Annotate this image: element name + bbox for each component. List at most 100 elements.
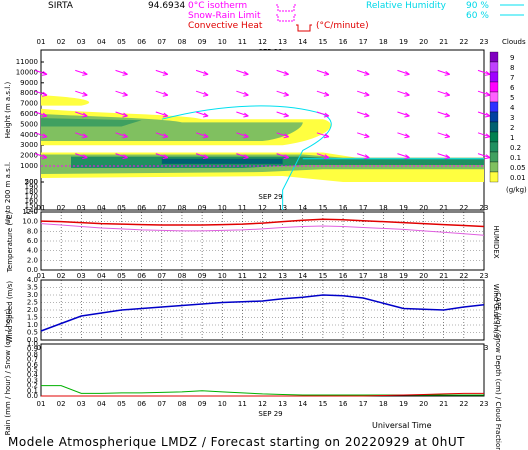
wind-hour-label: 11 bbox=[238, 272, 247, 280]
wind-arrow-head bbox=[202, 133, 209, 139]
legend-relative-humidity: Relative Humidity bbox=[366, 1, 447, 11]
wind-hour-label: 23 bbox=[480, 272, 489, 280]
rain-panel-frame bbox=[40, 343, 485, 397]
cloud-top-hour-label: 16 bbox=[339, 38, 348, 46]
wind-ylabel: Wind Speed (m/s) bbox=[6, 281, 14, 344]
rain-ytick-label: 1.0 bbox=[27, 340, 38, 348]
wind-arrow bbox=[316, 132, 330, 138]
wind-arrow bbox=[316, 153, 330, 159]
cloud-ytick-label: 5000 bbox=[20, 120, 38, 128]
wind-hour-label: 21 bbox=[439, 272, 448, 280]
temp-hour-label: 19 bbox=[399, 204, 408, 212]
wind-hour-label: 10 bbox=[218, 272, 227, 280]
wind-arrow-head bbox=[404, 154, 410, 160]
cloud-top-hour-label: 02 bbox=[57, 38, 66, 46]
wind-arrow-head bbox=[484, 133, 491, 139]
cloud-ytick-label-low: 140 bbox=[25, 207, 38, 215]
wind-hour-label: 06 bbox=[137, 272, 146, 280]
rain-ytick-label: 0.2 bbox=[27, 382, 38, 390]
cloud-legend-level: 5 bbox=[510, 94, 514, 102]
cloud-top-hour-label: 12 bbox=[258, 38, 267, 46]
wind-arrow-head bbox=[283, 112, 289, 118]
wind-hour-label: 05 bbox=[117, 272, 126, 280]
wind-ytick-label: 0.5 bbox=[27, 329, 38, 337]
rain-ytick-label: 0.9 bbox=[27, 345, 38, 353]
cloud-legend-swatch bbox=[489, 141, 499, 153]
cloud-legend-swatch bbox=[489, 91, 499, 103]
cloud-legend-swatch bbox=[489, 121, 499, 133]
wind-arrow-head bbox=[243, 91, 249, 97]
wind-hour-label: 20 bbox=[419, 272, 428, 280]
rain-ylabel-right: CAPE (J/g) / Snow Depth (cm) / Cloud Fra… bbox=[494, 292, 502, 450]
rain-bottom-hour-label: 17 bbox=[359, 400, 368, 408]
wind-arrow bbox=[115, 90, 128, 96]
cloud-legend-level: 2 bbox=[510, 124, 514, 132]
wind-arrow bbox=[75, 153, 88, 159]
cloud-legend-swatch bbox=[489, 171, 499, 183]
wind-arrow bbox=[34, 90, 48, 96]
wind-arrow-head bbox=[444, 154, 451, 160]
wind-hour-label: 14 bbox=[298, 272, 307, 280]
wind-arrow bbox=[316, 111, 330, 117]
wind-arrow-head bbox=[243, 154, 249, 160]
cloud-top-hour-label: 20 bbox=[419, 38, 428, 46]
cloud-legend-swatch bbox=[489, 81, 499, 93]
wind-arrow bbox=[195, 90, 209, 96]
wind-arrow bbox=[397, 132, 410, 138]
wind-arrow bbox=[155, 132, 168, 138]
wind-arrow bbox=[397, 111, 410, 117]
wind-arrow bbox=[155, 153, 168, 159]
wind-arrow bbox=[195, 132, 209, 138]
wind-arrow bbox=[397, 69, 410, 75]
cloud-top-hour-label: 13 bbox=[278, 38, 287, 46]
rain-bottom-date-label: SEP 29 bbox=[258, 410, 282, 418]
cloud-top-hour-label: 05 bbox=[117, 38, 126, 46]
wind-arrow-head bbox=[202, 91, 209, 97]
wind-hour-label: 02 bbox=[57, 272, 66, 280]
wind-arrow bbox=[115, 69, 128, 75]
cloud-legend-unit: (g/kg) bbox=[506, 186, 527, 194]
wind-arrow-head bbox=[444, 112, 451, 118]
rain-ytick-label: 0.5 bbox=[27, 366, 38, 374]
wind-arrow-head bbox=[202, 154, 209, 160]
wind-arrow bbox=[115, 132, 128, 138]
wind-arrow bbox=[75, 90, 88, 96]
cloud-top-hour-label: 03 bbox=[77, 38, 86, 46]
temp-ytick-label: 0.0 bbox=[27, 266, 38, 274]
temp-hour-label: 10 bbox=[218, 204, 227, 212]
cloud-ytick-label: 1000 bbox=[20, 162, 38, 170]
cloud-legend-level: 9 bbox=[510, 54, 514, 62]
rain-bottom-hour-label: 09 bbox=[198, 400, 207, 408]
wind-arrow-head bbox=[484, 71, 491, 76]
cloud-ytick-label-low: 160 bbox=[25, 197, 38, 205]
cloud-ytick-label-low: 150 bbox=[25, 202, 38, 210]
cloud-legend-level: 7 bbox=[510, 74, 514, 82]
cloud-legend-level: 8 bbox=[510, 64, 514, 72]
cloud-ytick-label: 3000 bbox=[20, 141, 38, 149]
cloud-ylabel: Height (m a.s.l.) bbox=[4, 82, 12, 139]
cloud-ytick-label: 8000 bbox=[20, 89, 38, 97]
wind-arrow bbox=[75, 111, 88, 117]
cloud-top-hour-label: 17 bbox=[359, 38, 368, 46]
wind-hour-label: 18 bbox=[379, 272, 388, 280]
rain-bottom-hour-label: 01 bbox=[37, 400, 46, 408]
rain-bottom-hour-label: 19 bbox=[399, 400, 408, 408]
wind-arrow-head bbox=[122, 71, 128, 76]
wind-arrow bbox=[155, 90, 168, 96]
wind-arrow-head bbox=[444, 91, 451, 97]
wind-arrow-head bbox=[122, 133, 128, 139]
temp-hour-label: 16 bbox=[339, 204, 348, 212]
temp-hour-label: 18 bbox=[379, 204, 388, 212]
cloud-top-hour-label: 07 bbox=[157, 38, 166, 46]
wind-ytick-label: 3.0 bbox=[27, 291, 38, 299]
cloud-legend-level: 6 bbox=[510, 84, 515, 92]
wind-hour-label: 04 bbox=[97, 272, 106, 280]
cloud-ytick-label: 10000 bbox=[16, 68, 38, 76]
cloud-legend-level: 0.2 bbox=[510, 144, 521, 152]
wind-arrow-head bbox=[82, 154, 88, 160]
cloud-ytick-label-low: 180 bbox=[25, 188, 38, 196]
rain-bottom-hour-label: 13 bbox=[278, 400, 287, 408]
cloud-top-hour-label: 08 bbox=[177, 38, 186, 46]
wind-arrow-head bbox=[82, 91, 88, 97]
wind-arrow bbox=[236, 90, 249, 96]
